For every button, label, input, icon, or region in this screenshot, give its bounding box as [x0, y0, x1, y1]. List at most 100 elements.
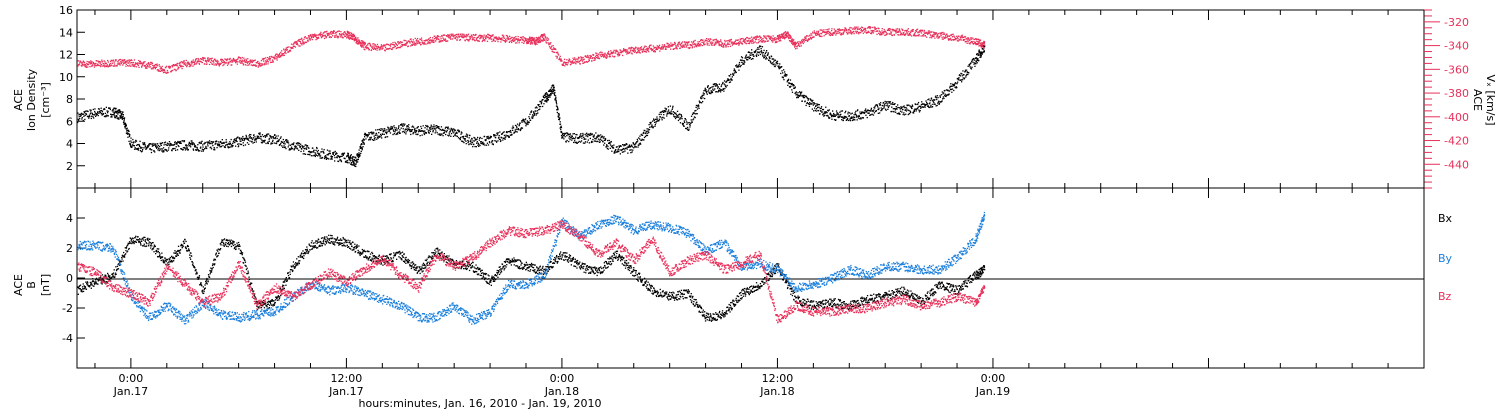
data-point [188, 141, 190, 144]
data-point [765, 58, 767, 60]
data-point [725, 86, 727, 88]
data-point [248, 137, 251, 139]
data-point [884, 100, 886, 103]
data-point [548, 44, 550, 46]
data-point [148, 143, 151, 145]
data-point [433, 41, 435, 44]
data-point [320, 157, 323, 159]
data-point [895, 108, 897, 110]
data-point [278, 56, 280, 58]
data-point [357, 37, 359, 39]
data-point [398, 126, 400, 128]
data-point [817, 109, 820, 112]
data-point [446, 126, 448, 128]
data-point [883, 103, 886, 105]
data-point [536, 43, 538, 45]
data-point [702, 100, 704, 103]
data-point [773, 63, 775, 65]
data-point [456, 39, 458, 41]
data-point [784, 74, 786, 76]
data-point [651, 125, 653, 127]
data-point [507, 135, 509, 137]
data-point [260, 138, 262, 140]
data-point [192, 142, 194, 144]
data-point [321, 156, 324, 159]
data-point [555, 48, 557, 51]
data-point [666, 115, 668, 117]
data-point [134, 64, 136, 66]
data-point [222, 61, 224, 64]
data-point [118, 110, 120, 112]
data-point [132, 61, 135, 64]
data-point [799, 95, 801, 97]
data-point [530, 39, 533, 41]
data-point [146, 147, 148, 149]
data-point [120, 62, 123, 65]
data-point [578, 60, 581, 62]
data-point [731, 79, 733, 81]
data-point [202, 144, 204, 146]
data-point [349, 156, 351, 159]
data-point [433, 124, 435, 126]
data-point [263, 141, 266, 143]
data-point [90, 109, 92, 111]
data-point [310, 36, 313, 39]
data-point [733, 68, 735, 70]
data-point [410, 133, 412, 136]
data-point [184, 62, 186, 64]
data-point [726, 79, 729, 81]
data-point [430, 124, 432, 126]
data-point [318, 37, 320, 39]
data-point [494, 140, 496, 142]
data-point [159, 149, 161, 151]
data-point [442, 40, 444, 42]
data-point [172, 65, 174, 67]
data-point [302, 147, 304, 149]
data-point [852, 117, 854, 119]
data-point [201, 140, 203, 142]
series-ion-density [77, 42, 986, 168]
data-point [542, 105, 544, 108]
data-point [270, 142, 272, 144]
data-point [225, 141, 228, 143]
data-point [154, 151, 156, 153]
data-point [151, 61, 153, 64]
data-point [587, 136, 589, 138]
data-point [314, 35, 316, 38]
data-point [810, 99, 812, 101]
data-point [553, 89, 555, 92]
data-point [96, 113, 98, 116]
data-point [547, 99, 549, 101]
data-point [431, 40, 433, 42]
data-point [591, 133, 593, 135]
data-point [550, 42, 552, 44]
data-point [949, 85, 951, 88]
data-point [487, 36, 490, 38]
data-point [445, 133, 447, 136]
data-point [368, 133, 370, 135]
data-point [881, 108, 884, 110]
data-point [162, 71, 165, 74]
data-point [550, 48, 553, 50]
data-point [97, 64, 100, 67]
data-point [568, 137, 570, 139]
data-point [519, 122, 521, 124]
data-point [107, 115, 109, 117]
data-point [904, 107, 906, 109]
data-point [171, 70, 173, 72]
data-point [976, 62, 978, 64]
data-point [297, 142, 299, 144]
data-point [588, 134, 590, 136]
data-point [107, 59, 109, 62]
data-point [545, 95, 547, 98]
data-point [545, 39, 547, 41]
data-point [725, 81, 728, 83]
data-point [452, 33, 454, 35]
data-point [573, 59, 575, 61]
data-point [255, 138, 258, 140]
data-point [378, 49, 380, 51]
data-point [360, 152, 362, 154]
data-point [473, 34, 475, 36]
data-point [977, 58, 979, 60]
data-point [313, 149, 315, 151]
